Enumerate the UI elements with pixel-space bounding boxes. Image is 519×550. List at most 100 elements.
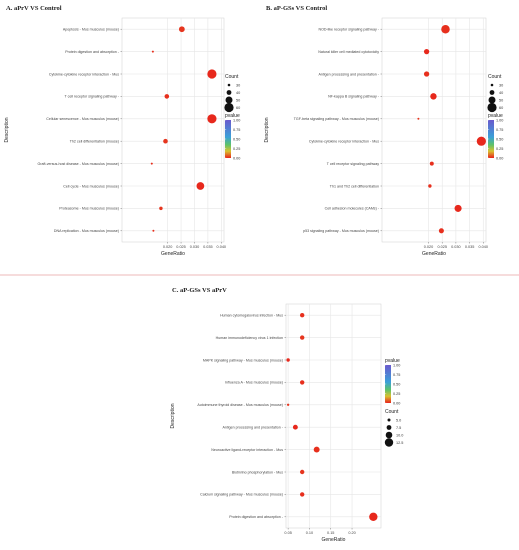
size-legend-label: 7.5 bbox=[396, 426, 401, 430]
y-tick-label: DNA replication - Mus musculus (mouse) bbox=[54, 229, 119, 233]
color-legend-label: 0.50 bbox=[496, 137, 503, 141]
plot-area bbox=[121, 17, 225, 243]
size-legend-dot bbox=[227, 83, 231, 87]
color-legend-label: 0.75 bbox=[393, 373, 400, 377]
x-tick-label: 0.020 bbox=[424, 245, 434, 249]
y-tick-label: Antigen processing and presentation - bbox=[318, 72, 379, 76]
size-legend-label: 10.0 bbox=[396, 433, 403, 437]
y-axis-label: Description bbox=[170, 403, 176, 428]
data-point bbox=[423, 48, 430, 55]
color-legend-label: 0.00 bbox=[496, 156, 503, 160]
y-tick-label: Protein digestion and absorption - bbox=[229, 515, 284, 519]
y-tick-label: Biotin/ino phosphorylation - Mus bbox=[232, 470, 283, 474]
y-tick-label: Th1 and Th2 cell differentiation bbox=[330, 184, 379, 188]
y-tick-label: Apoptosis - Mus musculus (mouse) bbox=[63, 28, 119, 32]
y-tick-label: Calcium signaling pathway - Mus musculus… bbox=[200, 493, 283, 497]
data-point bbox=[299, 469, 305, 475]
size-legend-label: 50 bbox=[499, 98, 503, 102]
y-tick-label: Cellular senescence - Mus musculus (mous… bbox=[46, 117, 119, 121]
y-tick-label: Cell cycle - Mus musculus (mouse) bbox=[63, 184, 119, 188]
panel-title: A. aPrV VS Control bbox=[6, 5, 62, 12]
color-legend-label: 1.00 bbox=[233, 118, 240, 122]
size-legend-label: 60 bbox=[236, 106, 240, 110]
data-point bbox=[423, 71, 430, 77]
color-legend-label: 1.00 bbox=[496, 118, 503, 122]
x-tick-label: 0.020 bbox=[163, 245, 173, 249]
y-tick-label: Neuroactive ligand-receptor interaction … bbox=[211, 448, 283, 452]
y-tick-label: Human immunodeficiency virus 1 infection bbox=[216, 336, 283, 340]
y-tick-label: Autoimmune thyroid disease - Mus musculu… bbox=[197, 403, 283, 407]
y-tick-label: Human cytomegalovirus infection - Mus bbox=[220, 314, 283, 318]
y-tick-label: T cell receptor signaling pathway - bbox=[65, 95, 120, 99]
size-legend-dot bbox=[225, 96, 233, 104]
data-point bbox=[313, 446, 320, 453]
data-point bbox=[369, 512, 378, 521]
color-legend-bar bbox=[385, 365, 391, 403]
color-legend-label: 0.00 bbox=[393, 401, 400, 405]
data-point bbox=[429, 161, 434, 166]
size-legend-label: 40 bbox=[499, 91, 503, 95]
x-tick-label: 0.10 bbox=[306, 531, 313, 535]
data-point bbox=[151, 50, 154, 53]
size-legend-label: 40 bbox=[236, 91, 240, 95]
color-legend-label: 0.00 bbox=[233, 156, 240, 160]
y-tick-label: Cytokine-cytokine receptor interaction -… bbox=[49, 72, 119, 76]
x-axis-label: GeneRatio bbox=[161, 251, 185, 257]
data-point bbox=[441, 24, 450, 34]
size-legend-label: 30 bbox=[236, 83, 240, 87]
data-point bbox=[150, 162, 153, 165]
color-legend-label: 0.75 bbox=[233, 128, 240, 132]
y-tick-label: Protein digestion and absorption - bbox=[65, 50, 120, 54]
data-point bbox=[299, 313, 305, 318]
color-legend-title: pvalue bbox=[488, 113, 503, 119]
color-legend-bar bbox=[225, 120, 231, 158]
plot-area bbox=[381, 17, 487, 243]
color-legend-title: pvalue bbox=[385, 358, 400, 364]
data-point bbox=[428, 184, 432, 188]
size-legend-dot bbox=[487, 102, 497, 113]
x-tick-label: 0.025 bbox=[437, 245, 447, 249]
y-tick-label: T cell receptor signaling pathway bbox=[327, 162, 379, 166]
data-point bbox=[438, 228, 444, 234]
panel-1: B. aP-GSs VS Control 0.020 0.025 0.030 0.035… bbox=[264, 5, 503, 257]
data-point bbox=[299, 335, 305, 340]
data-point bbox=[286, 403, 290, 406]
size-legend-dot bbox=[384, 438, 394, 447]
x-tick-label: 0.040 bbox=[479, 245, 489, 249]
y-axis-label: Description bbox=[264, 117, 270, 142]
plot-area bbox=[285, 303, 382, 529]
y-tick-label: Influenza A - Mus musculus (mouse) bbox=[225, 381, 283, 385]
size-legend-dot bbox=[387, 418, 391, 422]
y-tick-label: MAPK signaling pathway - Mus musculus (m… bbox=[203, 358, 283, 362]
size-legend-dot bbox=[490, 83, 494, 87]
x-axis-label: GeneRatio bbox=[322, 537, 346, 543]
data-point bbox=[299, 492, 305, 497]
color-legend-bar bbox=[488, 120, 494, 158]
y-tick-label: p53 signaling pathway - Mus musculus (mo… bbox=[303, 229, 379, 233]
x-tick-label: 0.035 bbox=[203, 245, 213, 249]
data-point bbox=[286, 358, 290, 362]
data-point bbox=[292, 424, 298, 430]
size-legend-dot bbox=[226, 90, 232, 95]
y-tick-label: Proteasome - Mus musculus (mouse) bbox=[59, 207, 119, 211]
size-legend-dot bbox=[386, 425, 392, 430]
size-legend-dot bbox=[224, 102, 234, 113]
data-point bbox=[454, 204, 462, 212]
color-legend-label: 0.75 bbox=[496, 128, 503, 132]
data-point bbox=[299, 380, 305, 385]
x-tick-label: 0.15 bbox=[327, 531, 334, 535]
y-tick-label: Cell adhesion molecules (CAMs) - bbox=[325, 207, 380, 211]
panel-title: C. aP-GSs VS aPrV bbox=[172, 287, 227, 294]
color-legend-label: 0.25 bbox=[393, 392, 400, 396]
color-legend-label: 1.00 bbox=[393, 363, 400, 367]
y-tick-label: Cytokine-cytokine receptor interaction -… bbox=[309, 140, 379, 144]
y-axis-label: Description bbox=[4, 117, 10, 142]
color-legend-label: 0.50 bbox=[233, 137, 240, 141]
data-point bbox=[196, 182, 205, 190]
size-legend-label: 12.5 bbox=[396, 441, 403, 445]
data-point bbox=[207, 114, 217, 124]
x-axis-label: GeneRatio bbox=[422, 251, 446, 257]
size-legend-label: 5.0 bbox=[396, 418, 401, 422]
y-tick-label: NOD-like receptor signaling pathway - bbox=[318, 28, 379, 32]
